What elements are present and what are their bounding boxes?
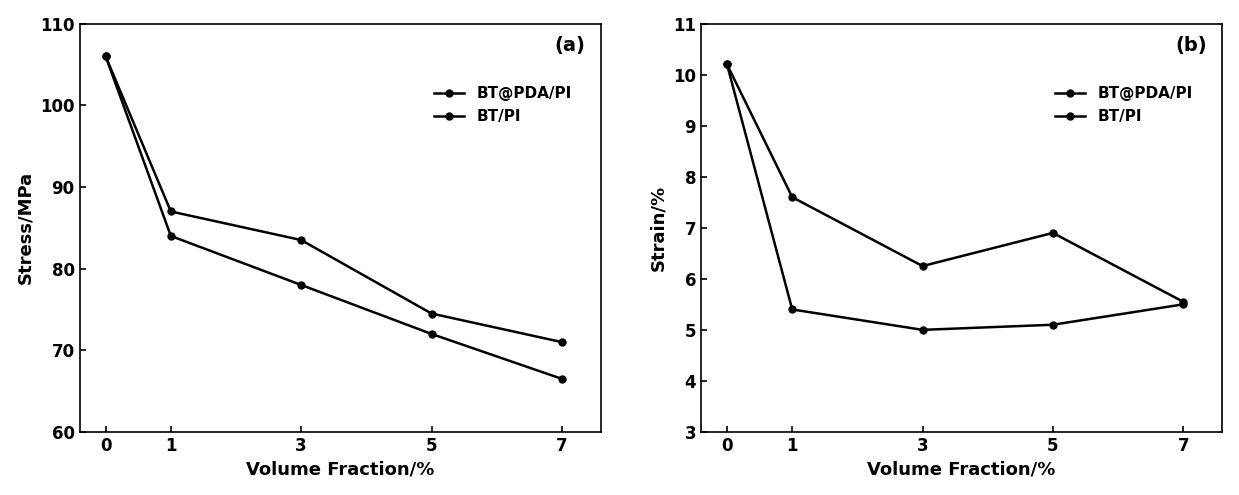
- BT/PI: [424, 331, 439, 337]
- BT@PDA/PI: [1176, 299, 1191, 305]
- Line: BT@PDA/PI: BT@PDA/PI: [102, 53, 565, 346]
- Line: BT@PDA/PI: BT@PDA/PI: [724, 61, 1187, 305]
- BT/PI: [720, 61, 735, 67]
- BT@PDA/PI: [424, 310, 439, 316]
- X-axis label: Volume Fraction/%: Volume Fraction/%: [247, 460, 435, 478]
- Y-axis label: Strain/%: Strain/%: [649, 185, 668, 271]
- BT/PI: [916, 327, 930, 333]
- Text: (a): (a): [554, 36, 585, 55]
- Legend: BT@PDA/PI, BT/PI: BT@PDA/PI, BT/PI: [1048, 80, 1199, 130]
- BT@PDA/PI: [554, 339, 569, 345]
- BT/PI: [554, 376, 569, 382]
- X-axis label: Volume Fraction/%: Volume Fraction/%: [867, 460, 1056, 478]
- BT/PI: [164, 233, 178, 239]
- BT/PI: [784, 306, 799, 312]
- BT@PDA/PI: [720, 61, 735, 67]
- BT/PI: [1176, 301, 1191, 307]
- Line: BT/PI: BT/PI: [724, 61, 1187, 333]
- Y-axis label: Stress/MPa: Stress/MPa: [16, 171, 35, 284]
- Text: (b): (b): [1175, 36, 1207, 55]
- BT@PDA/PI: [1046, 230, 1061, 236]
- BT@PDA/PI: [784, 194, 799, 200]
- BT@PDA/PI: [164, 208, 178, 214]
- BT/PI: [98, 53, 113, 59]
- BT@PDA/PI: [916, 263, 930, 269]
- BT@PDA/PI: [98, 53, 113, 59]
- Line: BT/PI: BT/PI: [102, 53, 565, 382]
- BT@PDA/PI: [294, 237, 309, 243]
- BT/PI: [1046, 322, 1061, 328]
- Legend: BT@PDA/PI, BT/PI: BT@PDA/PI, BT/PI: [427, 80, 577, 130]
- BT/PI: [294, 282, 309, 288]
